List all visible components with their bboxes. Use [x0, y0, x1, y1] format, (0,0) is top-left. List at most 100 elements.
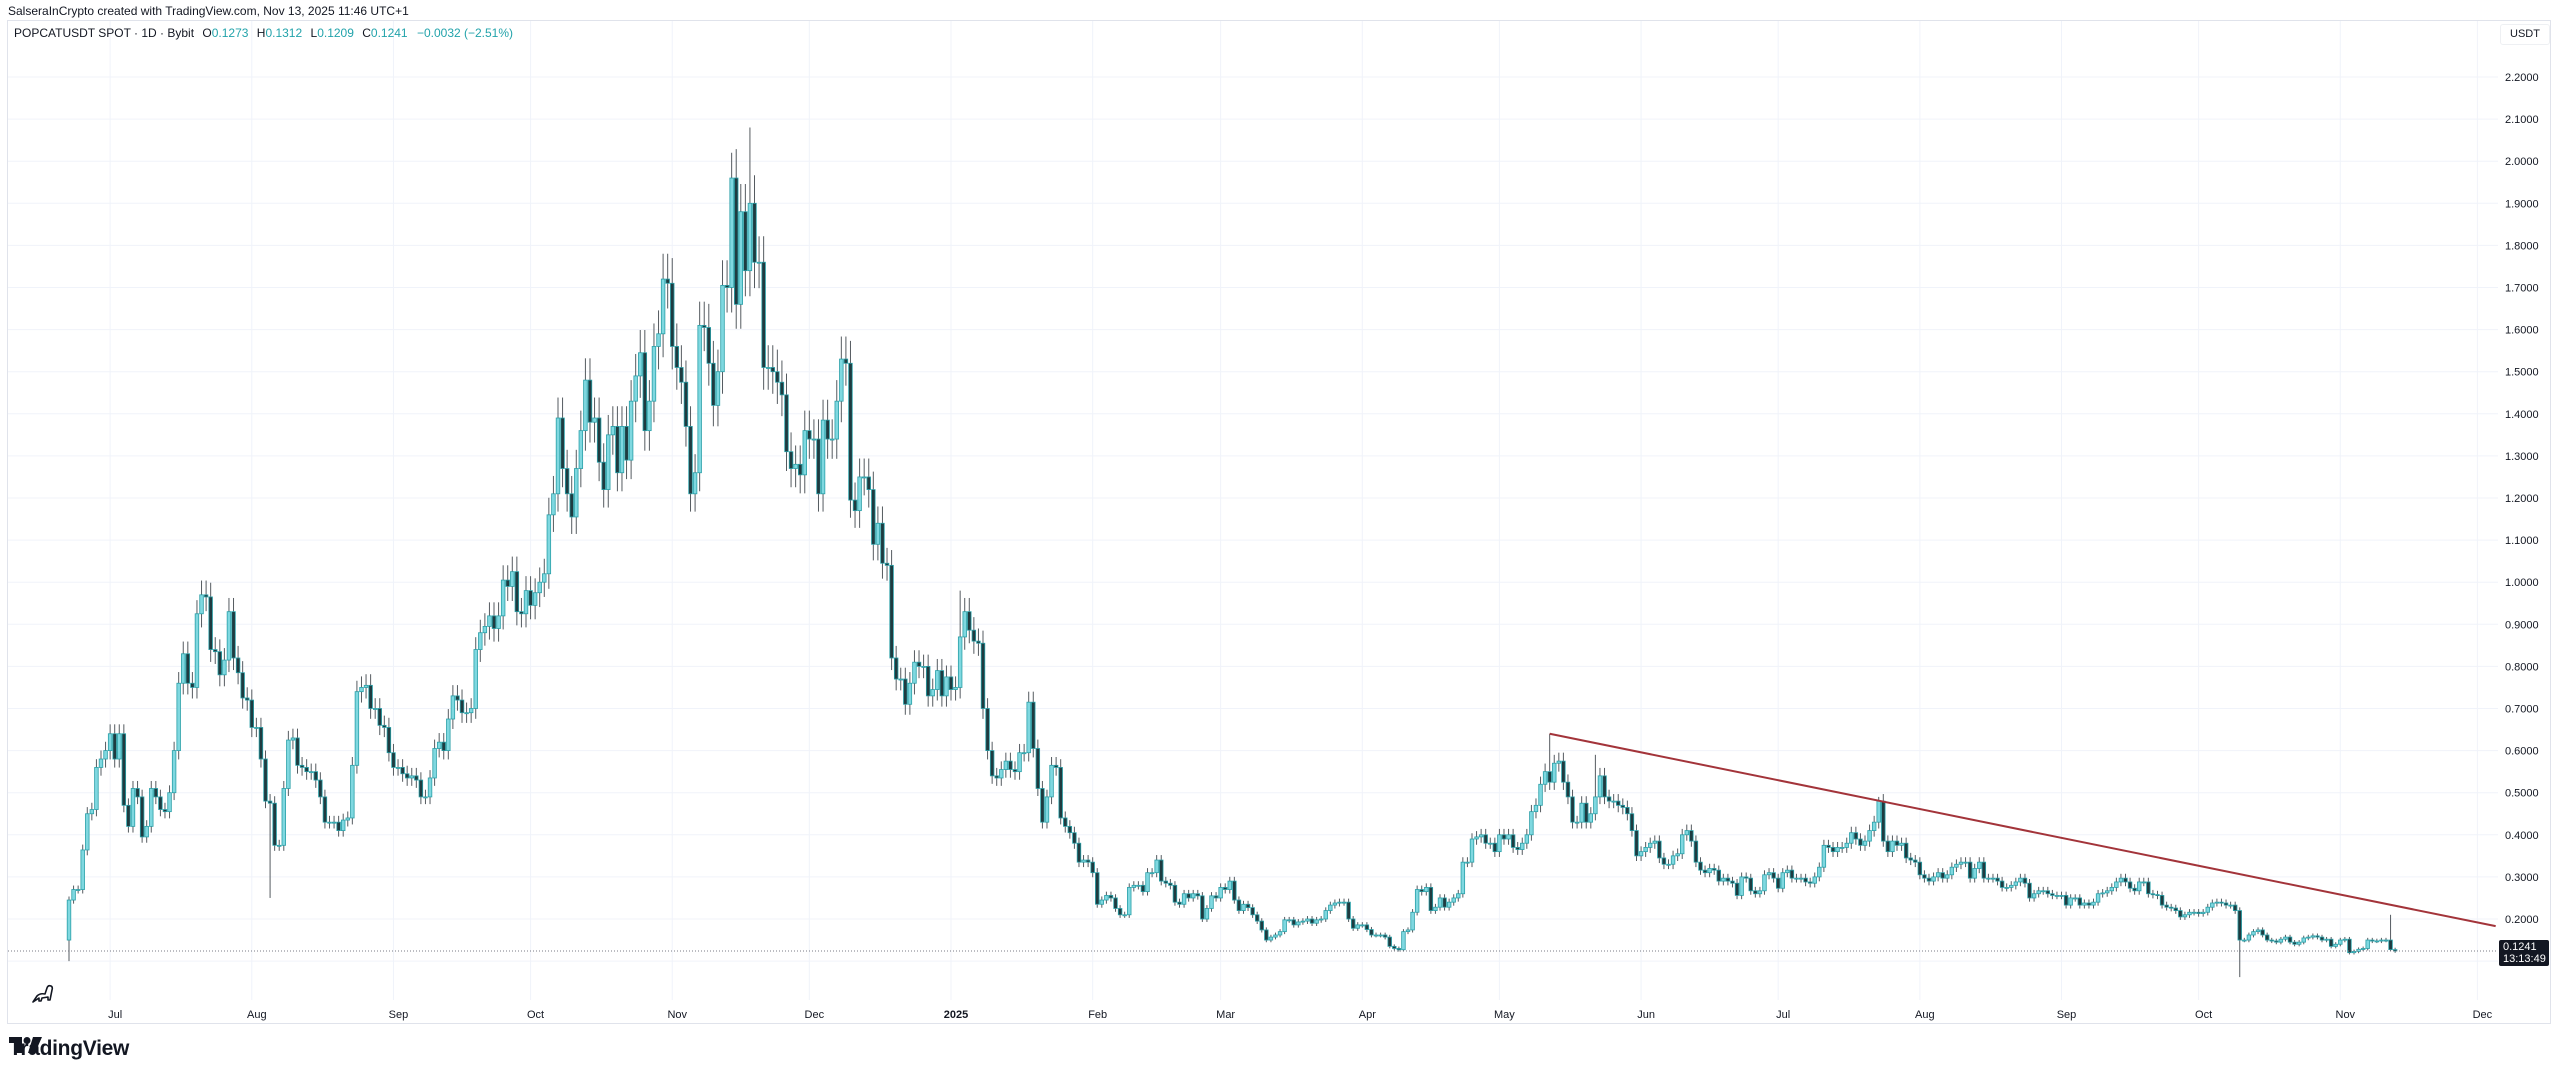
candle[interactable] — [1085, 855, 1091, 868]
candle[interactable] — [94, 759, 99, 817]
candle[interactable] — [1542, 763, 1548, 792]
candle[interactable] — [1095, 868, 1100, 908]
candle[interactable] — [2255, 927, 2261, 935]
candle[interactable] — [377, 698, 382, 736]
candle[interactable] — [702, 301, 707, 352]
candle[interactable] — [944, 665, 949, 707]
candle[interactable] — [1145, 868, 1150, 896]
candle[interactable] — [2278, 936, 2284, 945]
candle[interactable] — [1588, 807, 1594, 829]
candle[interactable] — [1949, 862, 1955, 880]
candle[interactable] — [1474, 831, 1479, 845]
candle[interactable] — [1689, 824, 1694, 847]
tradingview-logo[interactable]: TradingView — [9, 1037, 129, 1061]
candle[interactable] — [345, 811, 350, 827]
candle[interactable] — [1561, 752, 1566, 790]
candle[interactable] — [1995, 873, 2000, 886]
candle[interactable] — [852, 482, 858, 528]
candle[interactable] — [331, 815, 337, 829]
candle[interactable] — [1090, 857, 1095, 878]
candle[interactable] — [1629, 807, 1635, 837]
candle[interactable] — [564, 449, 570, 512]
candle[interactable] — [1661, 852, 1667, 870]
candle[interactable] — [2127, 877, 2133, 893]
candle[interactable] — [199, 580, 204, 628]
candle[interactable] — [555, 397, 561, 512]
candle[interactable] — [1424, 883, 1429, 896]
candle[interactable] — [1739, 872, 1744, 900]
candle[interactable] — [569, 475, 574, 534]
candle[interactable] — [1044, 789, 1050, 829]
candle[interactable] — [912, 650, 917, 695]
candle[interactable] — [464, 702, 469, 723]
candle[interactable] — [459, 689, 465, 723]
candle[interactable] — [1652, 835, 1657, 849]
candle[interactable] — [980, 630, 986, 719]
candle[interactable] — [1026, 691, 1031, 762]
candle[interactable] — [2342, 936, 2348, 943]
candle[interactable] — [683, 360, 689, 447]
candle[interactable] — [2242, 937, 2247, 943]
candle[interactable] — [953, 676, 958, 701]
candle[interactable] — [468, 698, 474, 723]
candle[interactable] — [907, 672, 913, 715]
candle[interactable] — [2137, 877, 2142, 895]
candle[interactable] — [75, 885, 81, 894]
candle[interactable] — [2009, 881, 2014, 892]
candle[interactable] — [1972, 863, 1977, 883]
candle[interactable] — [208, 582, 213, 662]
candle[interactable] — [1977, 857, 1982, 874]
candle[interactable] — [665, 253, 670, 309]
candle[interactable] — [770, 345, 775, 394]
candle[interactable] — [779, 360, 785, 417]
candle[interactable] — [811, 419, 817, 459]
candle[interactable] — [560, 397, 565, 488]
candle[interactable] — [1890, 835, 1895, 857]
candle[interactable] — [135, 780, 140, 805]
candle[interactable] — [1670, 850, 1676, 870]
candle[interactable] — [1410, 909, 1415, 933]
candle[interactable] — [510, 556, 515, 601]
candle[interactable] — [1954, 859, 1959, 872]
candle[interactable] — [2086, 899, 2092, 909]
candle[interactable] — [587, 358, 593, 443]
candle[interactable] — [1186, 889, 1191, 902]
candle[interactable] — [217, 639, 223, 687]
candle[interactable] — [213, 637, 218, 664]
candle[interactable] — [1195, 889, 1200, 900]
candle[interactable] — [121, 724, 127, 813]
candle[interactable] — [574, 449, 579, 534]
candle[interactable] — [2059, 891, 2064, 900]
candle[interactable] — [1067, 820, 1073, 839]
candle[interactable] — [2333, 942, 2338, 949]
candle[interactable] — [720, 260, 725, 394]
candle[interactable] — [610, 406, 616, 455]
candle[interactable] — [596, 397, 602, 482]
candle[interactable] — [1017, 743, 1022, 780]
candle[interactable] — [491, 602, 497, 642]
candle[interactable] — [1488, 837, 1493, 849]
candle[interactable] — [1250, 904, 1255, 918]
candle[interactable] — [1478, 828, 1484, 843]
candle[interactable] — [1163, 876, 1168, 888]
candle[interactable] — [2031, 889, 2037, 902]
candle[interactable] — [363, 674, 369, 699]
candle[interactable] — [1716, 865, 1721, 886]
candle[interactable] — [1753, 886, 1758, 898]
candle[interactable] — [89, 802, 95, 821]
candle[interactable] — [1318, 916, 1324, 923]
candle[interactable] — [336, 815, 341, 837]
candle[interactable] — [1104, 891, 1109, 904]
candle[interactable] — [167, 785, 172, 819]
candle[interactable] — [1259, 918, 1264, 933]
candle[interactable] — [1967, 857, 1973, 883]
candle[interactable] — [400, 759, 405, 782]
candle[interactable] — [1780, 868, 1785, 893]
candle[interactable] — [1442, 894, 1447, 911]
candle[interactable] — [2370, 937, 2375, 944]
candle[interactable] — [272, 796, 277, 851]
candle[interactable] — [1492, 837, 1498, 857]
candle[interactable] — [729, 152, 734, 313]
candle[interactable] — [2027, 879, 2032, 902]
candle[interactable] — [1908, 852, 1913, 866]
